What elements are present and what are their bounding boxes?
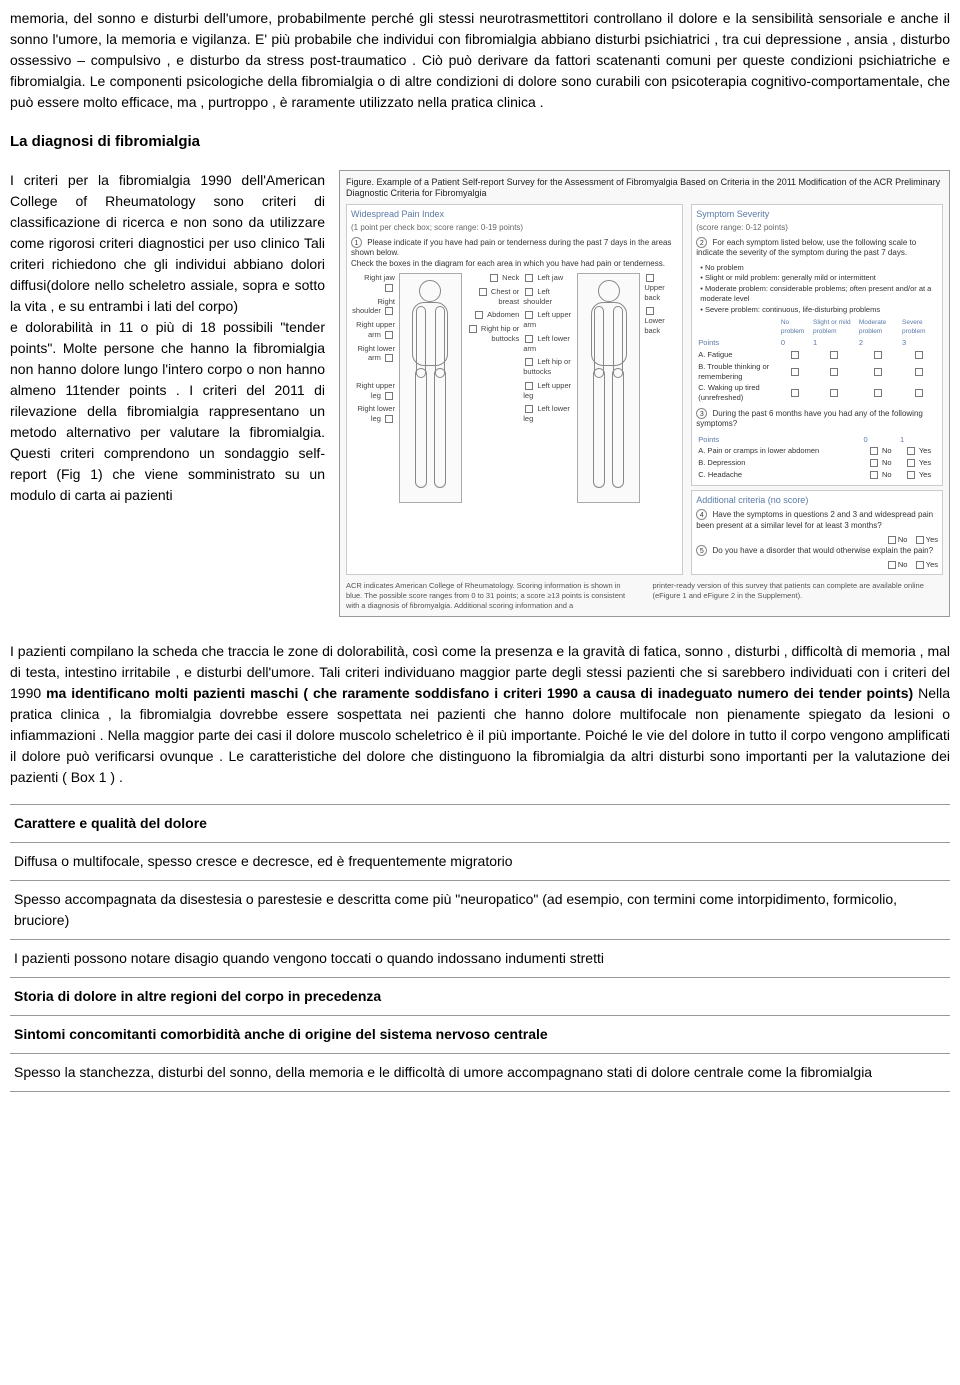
additional-criteria-panel: Additional criteria (no score) 4 Have th… [691,490,943,575]
box-row: Carattere e qualità del dolore [10,805,950,843]
right-panels: Symptom Severity (score range: 0-12 poin… [691,204,943,575]
body-labels-left: Right jaw Right shoulder Right upper arm… [351,273,395,424]
wpi-subtitle: (1 point per check box; score range: 0-1… [351,223,678,233]
add-q5-text: Do you have a disorder that would otherw… [713,546,934,555]
wpi-instr: 1 Please indicate if you have had pain o… [351,237,678,269]
box-row-header: Sintomi concomitanti comorbidità anche d… [10,1016,950,1054]
body-label: Chest or breast [466,287,519,307]
body-label: Left upper arm [523,310,573,330]
box-row: Sintomi concomitanti comorbidità anche d… [10,1016,950,1054]
ss-row: A. Fatigue [696,349,938,361]
diagnosis-section: I criteri per la fibromialgia 1990 dell'… [10,170,950,618]
ss-q3-num-icon: 3 [696,408,707,419]
body-label: Right upper arm [351,320,395,340]
ss-title: Symptom Severity [696,209,938,221]
body-label: Lower back [644,306,678,335]
ss-q3-text: During the past 6 months have you had an… [696,409,923,428]
body-labels-mid: Neck Chest or breast Abdomen Right hip o… [466,273,519,344]
body-label: Left shoulder [523,287,573,307]
body-label: Left lower arm [523,334,573,354]
figure-caption: Figure. Example of a Patient Self-report… [346,177,943,200]
body-label: Right hip or buttocks [466,324,519,344]
box-row: Spesso accompagnata da disestesia o pare… [10,881,950,940]
body-labels-mid2: Left jaw Left shoulder Left upper arm Le… [523,273,573,424]
body-label: Upper back [644,273,678,302]
body-label: Left upper leg [523,381,573,401]
body-label: Left lower leg [523,404,573,424]
body-label [351,367,395,377]
wpi-instr1: Please indicate if you have had pain or … [351,238,671,257]
body-back [577,273,640,503]
add-title: Additional criteria (no score) [696,495,938,507]
body-labels-right: Upper back Lower back [644,273,678,336]
figure-container: Figure. Example of a Patient Self-report… [339,170,950,618]
box-row: Diffusa o multifocale, spesso cresce e d… [10,843,950,881]
wpi-title: Widespread Pain Index [351,209,678,221]
ss-subtitle: (score range: 0-12 points) [696,223,938,233]
ss-scale-item: • No problem [700,263,938,273]
ss-instr: 2 For each symptom listed below, use the… [696,237,938,259]
box-row-header: Carattere e qualità del dolore [10,805,950,843]
add-q4-text: Have the symptoms in questions 2 and 3 a… [696,510,933,529]
ss-row: B. Trouble thinking or remembering [696,361,938,383]
ss-q3-row: C. Headache No Yes [696,469,938,481]
body-label: Right upper leg [351,381,395,401]
diagnosis-heading: La diagnosi di fibromialgia [10,131,950,154]
add-q4-answers: No Yes [696,535,938,545]
body-front [399,273,462,503]
body-label: Left hip or buttocks [523,357,573,377]
box-row-header: Storia di dolore in altre regioni del co… [10,978,950,1016]
add-q4-num-icon: 4 [696,509,707,520]
box-row-text: I pazienti possono notare disagio quando… [10,940,950,978]
ss-q3: 3 During the past 6 months have you had … [696,408,938,430]
body-label: Right lower leg [351,404,395,424]
body-label: Neck [466,273,519,283]
ss-scale-item: • Slight or mild problem: generally mild… [700,273,938,283]
ss-num-icon: 2 [696,237,707,248]
box-row-text: Spesso la stanchezza, disturbi del sonno… [10,1054,950,1092]
ss-q3-row: A. Pain or cramps in lower abdomen No Ye… [696,445,938,457]
wpi-panel: Widespread Pain Index (1 point per check… [346,204,683,575]
body-label: Right lower arm [351,344,395,364]
after-bold: ma identificano molti pazienti maschi ( … [46,685,913,701]
ss-q3-row: B. Depression No Yes [696,457,938,469]
add-q5: 5 Do you have a disorder that would othe… [696,545,938,556]
ss-table: No problemSlight or mild problemModerate… [696,318,938,403]
box1-table: Carattere e qualità del doloreDiffusa o … [10,804,950,1092]
figure-box: Figure. Example of a Patient Self-report… [339,170,950,618]
ss-q3-table: Points01 A. Pain or cramps in lower abdo… [696,434,938,481]
after-figure-paragraph: I pazienti compilano la scheda che tracc… [10,641,950,788]
footnote-left: ACR indicates American College of Rheuma… [346,581,637,610]
body-label: Right shoulder [351,297,395,317]
box-row: I pazienti possono notare disagio quando… [10,940,950,978]
body-label: Abdomen [466,310,519,320]
ss-scale-item: • Moderate problem: considerable problem… [700,284,938,304]
box-row-text: Spesso accompagnata da disestesia o pare… [10,881,950,940]
wpi-num-icon: 1 [351,237,362,248]
body-label: Right jaw [351,273,395,293]
add-q4: 4 Have the symptoms in questions 2 and 3… [696,509,938,531]
box-row: Storia di dolore in altre regioni del co… [10,978,950,1016]
ss-instr-text: For each symptom listed below, use the f… [696,238,916,257]
figure-footnote: ACR indicates American College of Rheuma… [346,581,943,610]
footnote-right: printer-ready version of this survey tha… [653,581,944,610]
wpi-instr2: Check the boxes in the diagram for each … [351,259,665,268]
body-label: Left jaw [523,273,573,283]
add-q5-num-icon: 5 [696,545,707,556]
intro-paragraph: memoria, del sonno e disturbi dell'umore… [10,8,950,113]
ss-scale-list: • No problem• Slight or mild problem: ge… [700,263,938,315]
body-diagram-row: Right jaw Right shoulder Right upper arm… [351,273,678,503]
ss-scale-item: • Severe problem: continuous, life-distu… [700,305,938,315]
ss-row: C. Waking up tired (unrefreshed) [696,382,938,404]
box-row: Spesso la stanchezza, disturbi del sonno… [10,1054,950,1092]
box-row-text: Diffusa o multifocale, spesso cresce e d… [10,843,950,881]
diagnosis-text: I criteri per la fibromialgia 1990 dell'… [10,170,325,618]
ss-panel: Symptom Severity (score range: 0-12 poin… [691,204,943,486]
add-q5-answers: No Yes [696,560,938,570]
